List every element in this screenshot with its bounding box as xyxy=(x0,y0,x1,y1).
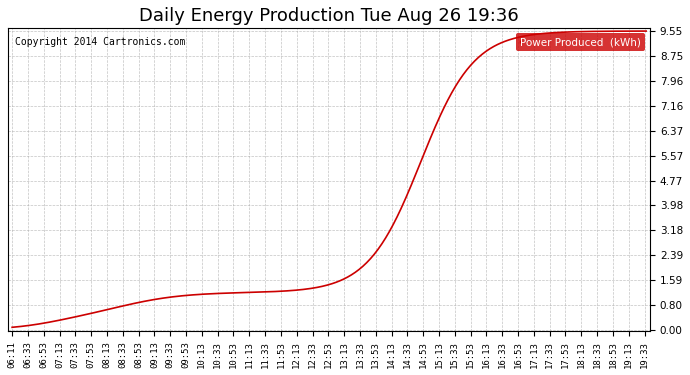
Text: Copyright 2014 Cartronics.com: Copyright 2014 Cartronics.com xyxy=(14,37,185,47)
Title: Daily Energy Production Tue Aug 26 19:36: Daily Energy Production Tue Aug 26 19:36 xyxy=(139,7,519,25)
Legend: Power Produced  (kWh): Power Produced (kWh) xyxy=(515,33,645,51)
